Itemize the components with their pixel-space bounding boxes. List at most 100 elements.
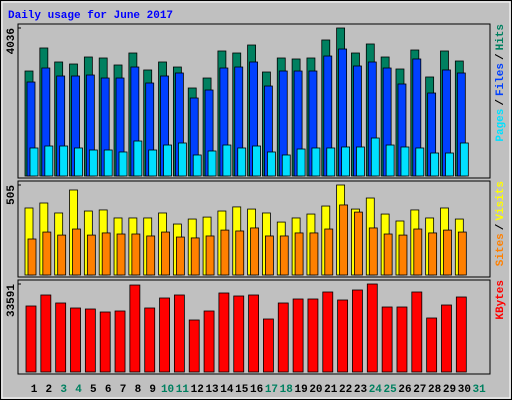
bar (57, 234, 67, 276)
bar (116, 233, 126, 276)
bar (237, 147, 247, 177)
x-tick-label: 25 (384, 384, 398, 396)
bar (396, 306, 408, 373)
bar (296, 148, 306, 177)
bar (368, 227, 378, 276)
bar (161, 231, 170, 276)
bar (267, 151, 276, 177)
bar (341, 146, 351, 177)
legend-entry: Visits (495, 181, 507, 221)
legend-entry: KBytes (495, 280, 507, 320)
x-tick-label: 29 (443, 384, 456, 396)
x-tick-label: 12 (191, 384, 204, 396)
bar (59, 145, 69, 177)
bar (192, 154, 202, 177)
bar (263, 318, 274, 373)
bar (74, 147, 83, 177)
bar (129, 284, 141, 373)
x-tick-label: 1 (31, 384, 38, 396)
bar (118, 151, 128, 177)
bar (370, 137, 380, 177)
bar (411, 291, 423, 373)
bar (281, 154, 291, 177)
legend-entry: Hits (495, 24, 507, 50)
bar (248, 294, 259, 373)
bar (385, 144, 395, 177)
bar (190, 237, 200, 276)
bar (70, 307, 81, 373)
x-tick-label: 9 (149, 384, 156, 396)
bar (277, 302, 289, 373)
x-tick-label: 14 (220, 384, 234, 396)
bar (133, 140, 143, 177)
bar (175, 236, 185, 276)
bar (309, 232, 319, 276)
bar (25, 305, 37, 373)
bar (101, 232, 111, 276)
bar (455, 296, 467, 373)
bar (103, 149, 113, 177)
chart-title: Daily usage for June 2017 (8, 10, 173, 22)
bar (159, 297, 170, 373)
x-tick-label: 17 (265, 384, 278, 396)
bar (459, 142, 469, 177)
x-tick-label: 27 (413, 384, 426, 396)
bar (99, 311, 111, 373)
y-tick-label: 505 (6, 185, 18, 205)
legend-separator: / (495, 53, 507, 60)
x-tick-label: 2 (46, 384, 53, 396)
x-tick-label: 10 (161, 384, 174, 396)
bar (131, 233, 141, 276)
bar (86, 234, 96, 276)
bar (235, 230, 245, 276)
bar (339, 204, 349, 276)
bar (114, 310, 126, 373)
bar (279, 235, 289, 276)
bar (205, 235, 215, 276)
bar (426, 317, 438, 373)
bar (148, 149, 158, 177)
x-tick-label: 3 (60, 384, 67, 396)
bar (428, 232, 438, 276)
x-tick-label: 13 (205, 384, 219, 396)
legend-entry: Pages (495, 109, 507, 142)
bar (430, 152, 440, 177)
bar (188, 319, 200, 373)
bar (207, 150, 217, 177)
bar (203, 310, 215, 373)
bar (88, 149, 98, 177)
x-tick-label: 18 (280, 384, 294, 396)
x-tick-label: 19 (294, 384, 307, 396)
bar (400, 146, 410, 177)
bar (177, 142, 187, 177)
y-tick-label: 33591 (6, 284, 18, 317)
bar (322, 291, 334, 373)
bar (55, 302, 67, 373)
x-tick-label: 6 (105, 384, 112, 396)
bar (27, 238, 37, 276)
x-tick-label: 15 (235, 384, 249, 396)
bar (265, 235, 274, 276)
bar (337, 299, 349, 373)
bar (352, 289, 363, 373)
bar (326, 147, 336, 177)
bar (222, 144, 232, 177)
bar (307, 298, 319, 373)
bar (294, 232, 304, 276)
x-tick-label: 24 (369, 384, 383, 396)
bar (443, 229, 452, 276)
x-tick-label: 5 (90, 384, 97, 396)
bar (173, 294, 185, 373)
bar (324, 228, 334, 276)
x-tick-label: 23 (354, 384, 368, 396)
x-tick-label: 7 (120, 384, 127, 396)
legend-separator: / (495, 223, 507, 230)
legend-entry: Sites (495, 233, 507, 266)
bar (220, 229, 230, 276)
x-tick-label: 4 (75, 384, 82, 396)
bar (441, 304, 452, 373)
bar (144, 307, 156, 373)
y-tick-label: 4036 (6, 28, 18, 54)
legend-entry: Files (495, 63, 507, 96)
